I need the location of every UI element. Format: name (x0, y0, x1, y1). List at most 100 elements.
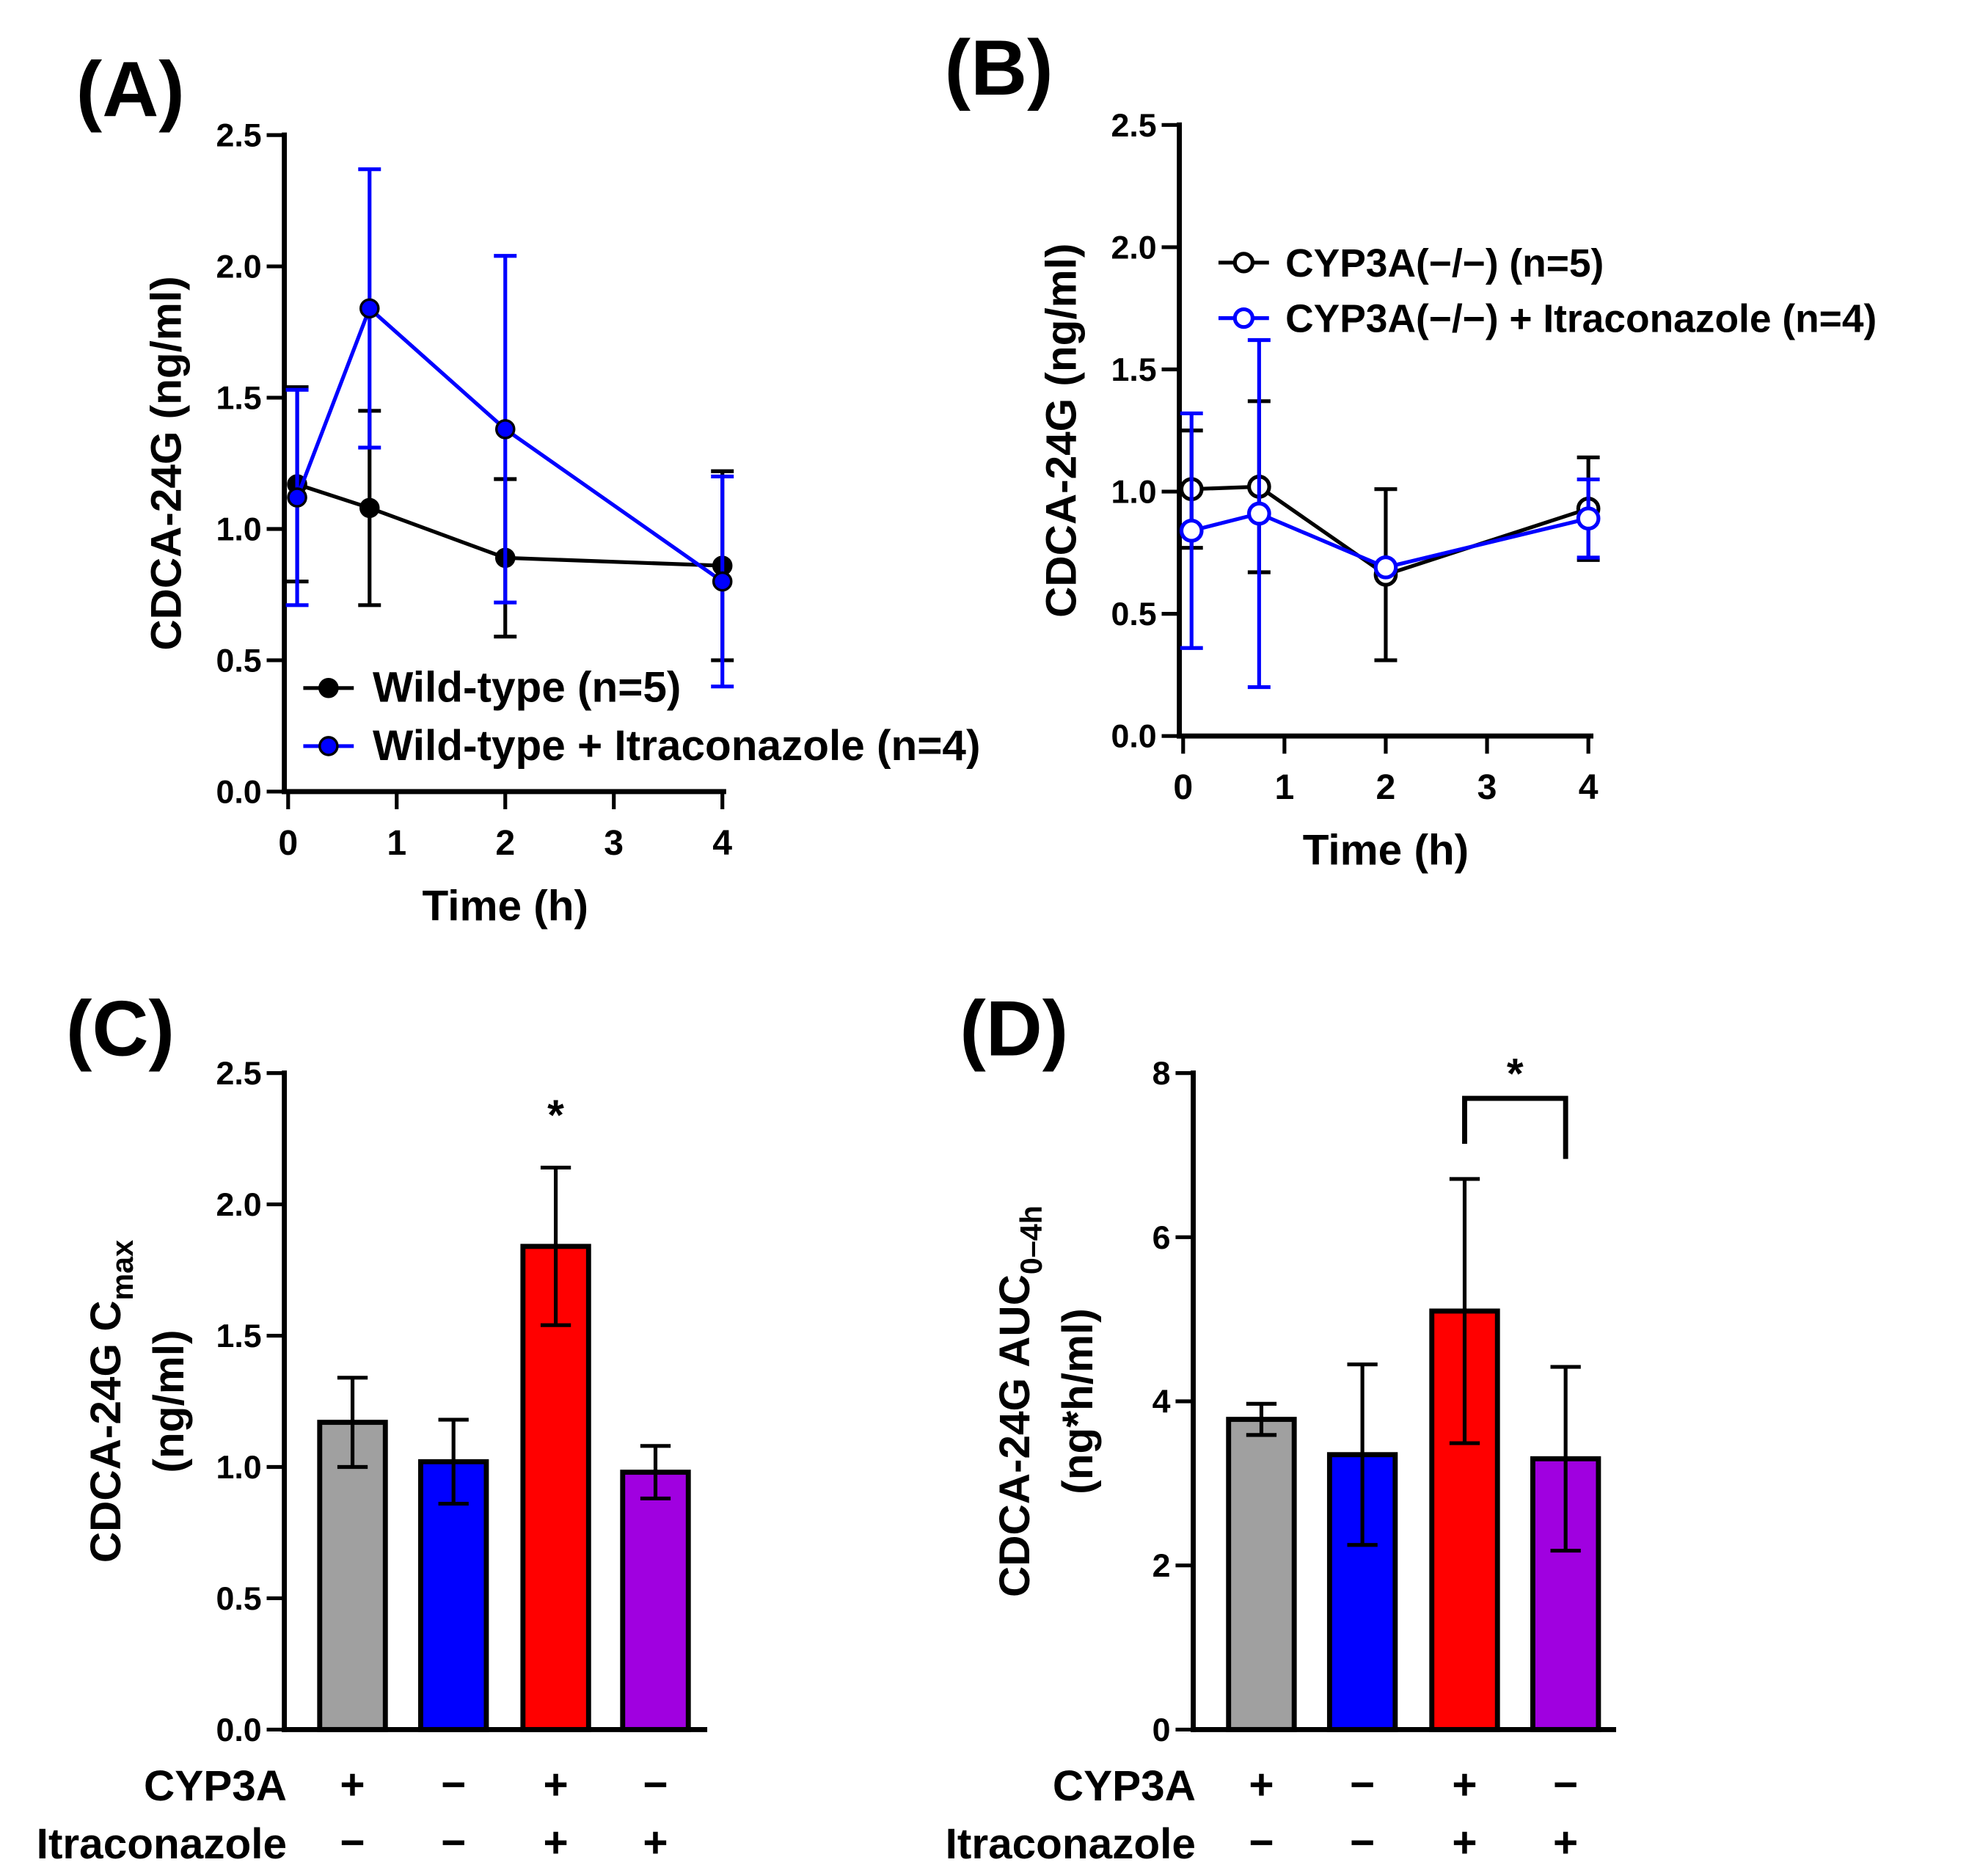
category-symbol: − (643, 1761, 668, 1809)
legend: CYP3A(−/−) (n=5) CYP3A(−/−) + Itraconazol… (1218, 242, 1877, 341)
significance-bracket (1462, 1095, 1568, 1159)
category-symbol: + (543, 1819, 568, 1866)
x-tick-label: 3 (604, 823, 624, 863)
data-point (359, 497, 380, 519)
category-symbol: − (441, 1819, 466, 1866)
category-symbol: + (643, 1819, 668, 1866)
panel-label: (D) (960, 985, 1068, 1073)
y-axis-title-units: (ng*h/ml) (1054, 1308, 1102, 1494)
y-axis-title-subscript: 0–4h (1015, 1205, 1048, 1274)
data-point (1576, 506, 1601, 531)
category-symbol: + (543, 1761, 568, 1809)
category-symbol: − (1249, 1819, 1274, 1866)
series-line (1191, 511, 1589, 570)
y-tick-label: 1.0 (216, 1450, 261, 1486)
legend-label: Wild-type (n=5) (373, 664, 681, 712)
x-tick-label: 0 (1173, 767, 1193, 807)
y-tick-label: 1.5 (1111, 352, 1156, 388)
panel-c: (C) 0.0 0.5 1.0 1.5 2.0 2.5 + − − − + + − + CYP3A Itraco… (37, 985, 708, 1868)
y-axis-title: CDCA-24G (ng/ml) (143, 276, 191, 650)
legend-marker (318, 678, 339, 698)
y-tick-label: 0.0 (216, 774, 261, 810)
x-tick-label: 4 (712, 823, 732, 863)
data-point (1373, 555, 1398, 580)
y-axis-title: CDCA-24G AUC0–4h (991, 1205, 1048, 1597)
series-1 (1179, 337, 1601, 690)
data-point (712, 571, 733, 592)
y-tick-label: 0 (1152, 1712, 1171, 1748)
legend-label: CYP3A(−/−) + Itraconazole (n=4) (1285, 298, 1877, 341)
y-tick-label: 1.0 (1111, 475, 1156, 511)
y-tick-label: 0.5 (216, 1581, 261, 1617)
row-label: CYP3A (1053, 1762, 1196, 1810)
x-tick-label: 2 (495, 823, 515, 863)
series-line (296, 482, 723, 568)
category-symbol: − (1553, 1761, 1578, 1809)
x-axis-title: Time (h) (423, 882, 588, 930)
y-tick-label: 1.5 (216, 1318, 261, 1354)
panel-label: (B) (945, 23, 1053, 112)
legend-marker (318, 736, 339, 756)
y-tick-label: 0.0 (1111, 719, 1156, 755)
category-symbol: − (1350, 1761, 1375, 1809)
y-tick-label: 0.0 (216, 1712, 261, 1748)
y-axis-title-main: CDCA-24G AUC (991, 1274, 1039, 1597)
y-axis-title-main: CDCA-24G C (82, 1301, 130, 1563)
x-tick-label: 3 (1477, 767, 1497, 807)
data-point (494, 419, 516, 439)
legend-marker (1232, 252, 1254, 274)
y-tick-label: 2 (1152, 1548, 1171, 1584)
category-symbol: + (1452, 1761, 1477, 1809)
category-symbol: − (1350, 1819, 1375, 1866)
category-symbol: + (1553, 1819, 1578, 1866)
x-tick-label: 1 (387, 823, 406, 863)
data-point (1246, 501, 1271, 526)
y-tick-label: 2.5 (1111, 108, 1156, 144)
y-axis-title: CDCA-24G (ng/ml) (1038, 244, 1086, 618)
y-axis-title: CDCA-24G Cmax (82, 1240, 139, 1563)
y-tick-label: 2.5 (216, 1056, 261, 1092)
category-symbol: + (340, 1761, 365, 1809)
y-tick-label: 2.5 (216, 118, 261, 154)
y-tick-label: 0.5 (216, 643, 261, 679)
row-label: Itraconazole (37, 1820, 287, 1868)
data-point (359, 298, 380, 319)
y-tick-label: 2.0 (216, 249, 261, 285)
category-symbol: + (1452, 1819, 1477, 1866)
legend: Wild-type (n=5) Wild-type + Itraconazole … (303, 664, 980, 770)
row-label: CYP3A (144, 1762, 287, 1810)
x-axis-title: Time (h) (1303, 827, 1469, 875)
category-symbol: + (1249, 1761, 1274, 1809)
data-point (287, 487, 307, 508)
row-label: Itraconazole (946, 1820, 1196, 1868)
series-line (295, 304, 724, 583)
significance-marker: * (547, 1092, 564, 1139)
y-tick-label: 0.5 (1111, 596, 1156, 632)
y-axis-title-units: (ng/ml) (145, 1330, 193, 1473)
y-tick-label: 6 (1152, 1220, 1171, 1256)
panel-b: (B) 0.0 0.5 1.0 1.5 2.0 2.5 0 1 2 3 4 Time (h) CDCA-2… (945, 23, 1877, 875)
y-tick-label: 1.0 (216, 511, 261, 547)
panel-label: (A) (76, 45, 185, 133)
bar (1226, 1417, 1297, 1732)
significance-marker: * (1507, 1050, 1524, 1098)
category-symbol: − (340, 1819, 365, 1866)
series-1 (285, 167, 734, 689)
y-tick-label: 8 (1152, 1056, 1171, 1092)
y-axis-title-subscript: max (106, 1240, 139, 1301)
y-tick-label: 4 (1152, 1384, 1171, 1420)
x-tick-label: 2 (1376, 767, 1396, 807)
bar (620, 1470, 691, 1732)
data-point (1179, 519, 1204, 543)
y-tick-label: 1.5 (216, 381, 261, 417)
legend-marker (1232, 307, 1254, 329)
panel-d: (D) 0 2 4 6 8 + − − − + + − + CYP3A Itraconazole * CDCA-2… (946, 985, 1616, 1868)
legend-label: Wild-type + Itraconazole (n=4) (373, 722, 980, 770)
x-tick-label: 1 (1274, 767, 1294, 807)
x-tick-label: 4 (1579, 767, 1599, 807)
category-symbol: − (441, 1761, 466, 1809)
x-tick-label: 0 (278, 823, 298, 863)
y-tick-label: 2.0 (1111, 230, 1156, 266)
bar (317, 1420, 388, 1732)
